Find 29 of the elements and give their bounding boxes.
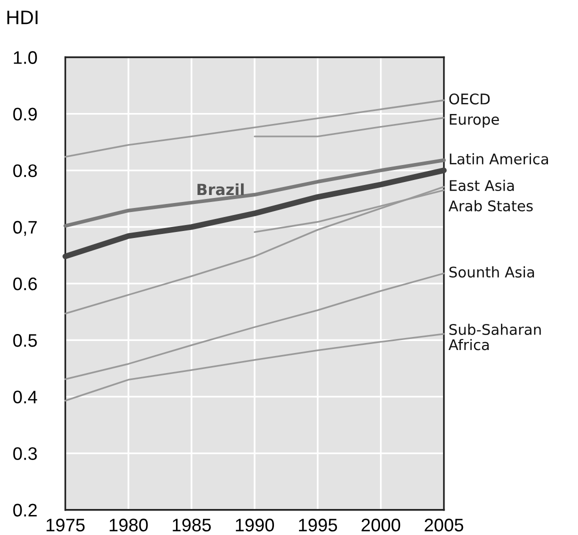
series-label: Sounth Asia [449,266,534,278]
line-series [64,158,446,228]
y-tick-label: 0.6 [13,277,37,290]
x-tick-label: 1980 [110,518,148,532]
y-tick-label: 0.8 [13,164,37,178]
series-label: Latin America [450,153,548,164]
annotation: Brazil [198,183,244,196]
y-tick-label: 1.0 [14,51,37,64]
x-tick-label: 1975 [46,518,85,532]
series-label: East Asia [450,180,514,192]
x-tick-label: 1985 [172,518,211,532]
line-series [64,272,445,380]
y-tick-label: 0.9 [13,108,37,121]
series-label: Europe [450,114,499,128]
series-label: OECD [449,93,490,104]
x-tick-label: 2005 [424,518,464,532]
y-tick-label: 0.3 [13,447,37,460]
line-series [64,99,445,158]
y-tick-label: 0.2 [13,504,37,517]
x-tick-label: 1990 [236,518,274,532]
series-label: Sub-Saharan Africa [448,324,541,350]
y-tick-label: 0.4 [13,390,38,404]
chart-title: HDI [7,10,38,24]
series-label: Arab States [448,200,533,212]
x-tick-label: 1995 [299,518,338,532]
x-tick-label: 2000 [362,518,400,532]
line-series [64,333,445,402]
y-tick-label: 0.5 [13,334,37,347]
y-tick-label: 0,7 [13,220,37,236]
